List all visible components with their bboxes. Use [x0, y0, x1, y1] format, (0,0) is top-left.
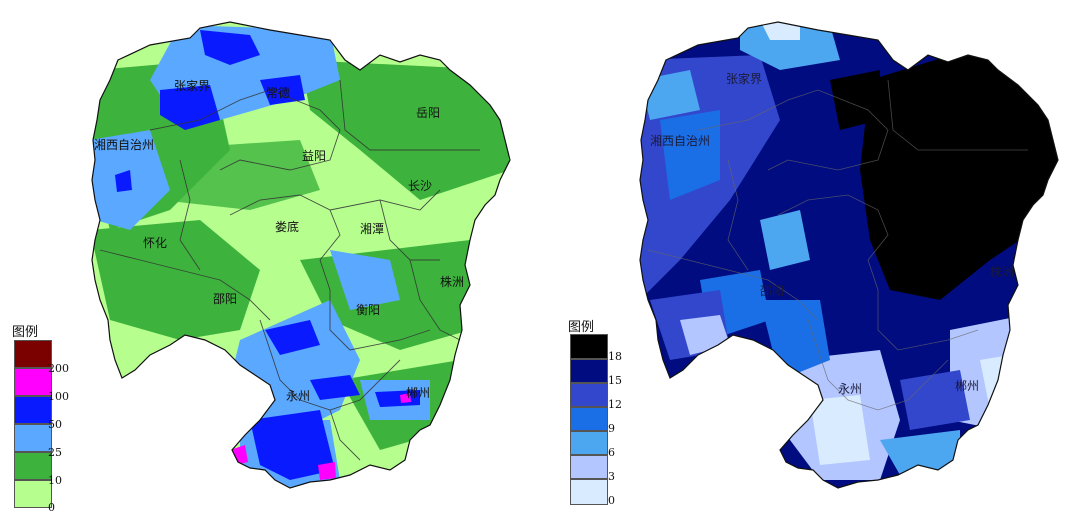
city-label: 郴州: [955, 379, 979, 393]
city-label: 邵阳: [760, 284, 784, 298]
legend-swatch: [570, 407, 608, 431]
legend-swatch: [14, 368, 52, 396]
city-label: 株洲: [990, 264, 1014, 279]
legend-label: 200: [48, 362, 69, 375]
right-borders: [647, 79, 1028, 411]
legend-swatch: [570, 479, 608, 505]
left-legend-title: 图例: [12, 325, 39, 340]
legend-swatch: [14, 396, 52, 424]
legend-label: 3: [608, 470, 615, 483]
legend-label: 6: [608, 446, 615, 459]
city-label: 永州: [838, 382, 862, 396]
legend-label: 100: [48, 390, 69, 403]
city-label: 常德: [266, 85, 290, 100]
right-map: 张家界 湘西自治州 株洲 邵阳 永州 郴州: [639, 21, 1059, 489]
legend-label: 9: [608, 422, 615, 435]
city-label: 益阳: [302, 149, 326, 163]
city-label: 张家界: [174, 78, 210, 93]
legend-swatch: [570, 455, 608, 479]
city-label: 怀化: [143, 236, 167, 250]
legend-label: 25: [48, 446, 62, 459]
legend-label: 0: [48, 501, 55, 514]
left-map-fill: [92, 22, 510, 488]
legend-swatch: [14, 480, 52, 508]
left-borders: [99, 79, 480, 461]
legend-swatch: [14, 424, 52, 452]
legend-label: 15: [608, 374, 622, 387]
right-city-labels: 张家界 湘西自治州 株洲 邵阳 永州 郴州: [650, 71, 1014, 396]
city-label: 湘西自治州: [650, 133, 710, 148]
city-label: 株洲: [440, 274, 464, 289]
city-label: 长沙: [408, 179, 432, 193]
legend-label: 12: [608, 398, 622, 411]
legend-swatch: [570, 334, 608, 359]
city-label: 湘潭: [360, 221, 384, 236]
left-city-labels: 张家界 常德 岳阳 湘西自治州 益阳 长沙 娄底 湘潭 怀化 邵阳 株洲 衡阳 …: [94, 78, 464, 403]
right-legend-title: 图例: [568, 320, 595, 335]
right-map-fill: [640, 22, 1058, 488]
legend-label: 0: [608, 494, 615, 507]
legend-swatch: [14, 340, 52, 368]
legend-label: 10: [48, 474, 62, 487]
city-label: 永州: [286, 389, 310, 403]
city-label: 郴州: [406, 386, 430, 400]
legend-label: 18: [608, 350, 622, 363]
city-label: 湘西自治州: [94, 137, 154, 152]
legend-swatch: [570, 431, 608, 455]
city-label: 岳阳: [416, 106, 440, 120]
left-map: 张家界 常德 岳阳 湘西自治州 益阳 长沙 娄底 湘潭 怀化 邵阳 株洲 衡阳 …: [91, 21, 511, 489]
city-label: 娄底: [275, 219, 299, 234]
legend-label: 50: [48, 418, 62, 431]
legend-swatch: [14, 452, 52, 480]
legend-swatch: [570, 383, 608, 407]
city-label: 衡阳: [356, 303, 380, 317]
legend-swatch: [570, 359, 608, 383]
city-label: 邵阳: [213, 292, 237, 306]
city-label: 张家界: [726, 71, 762, 86]
